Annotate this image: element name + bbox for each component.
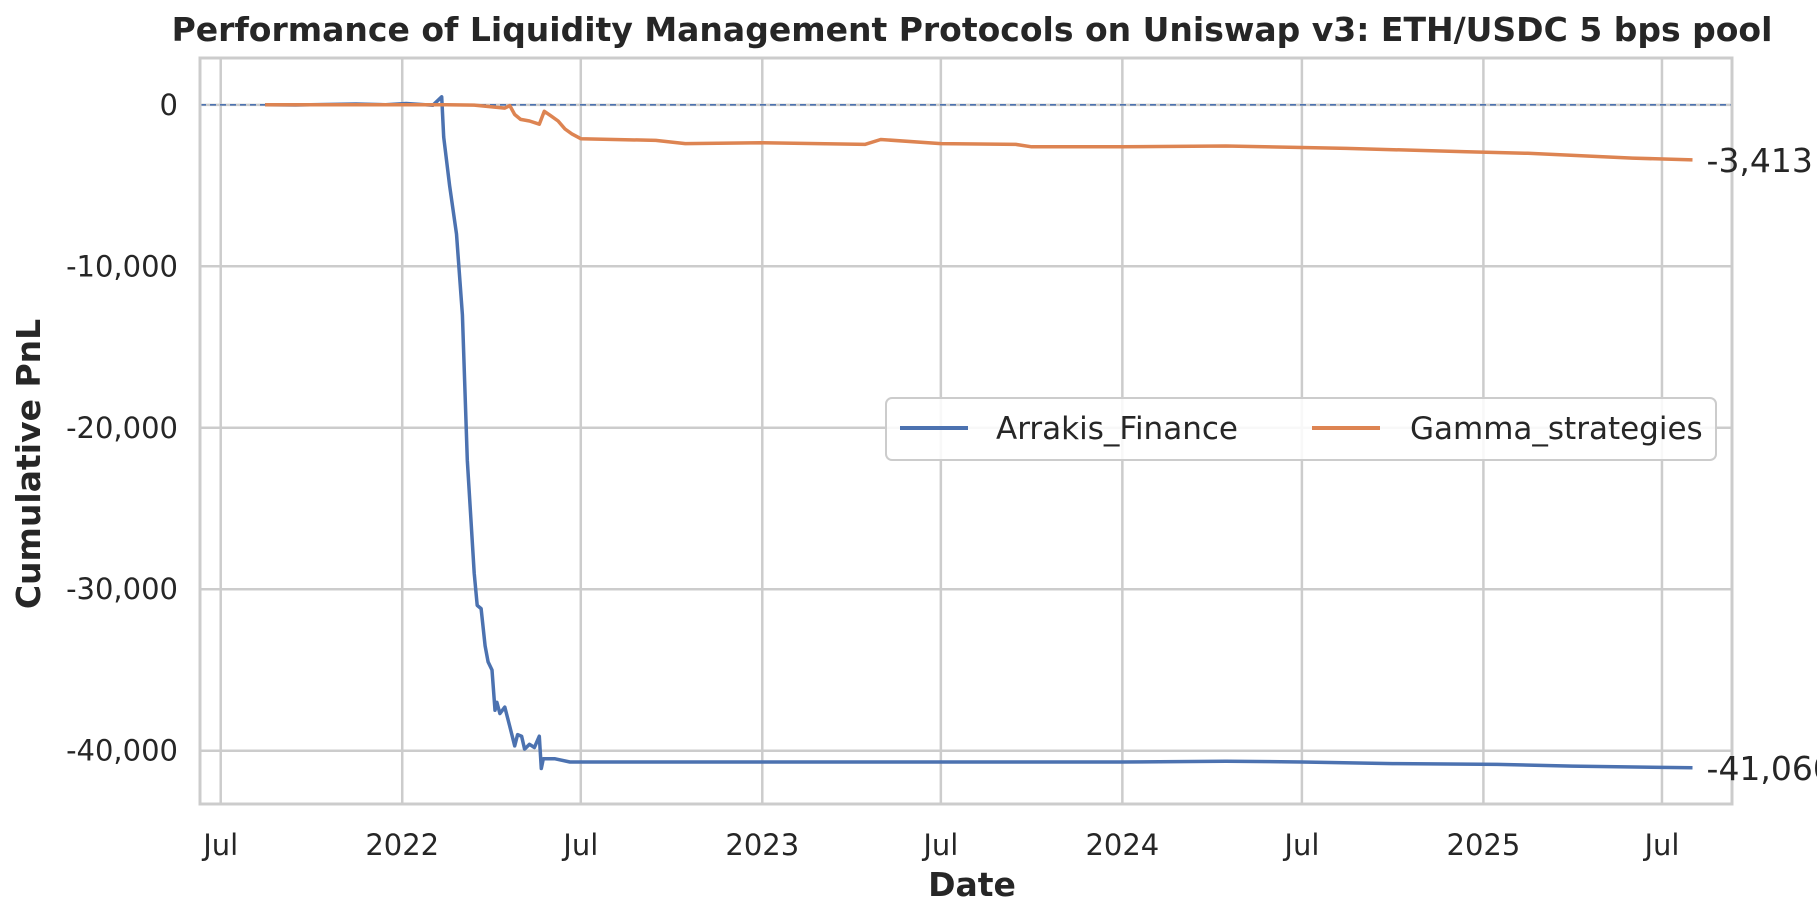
x-tick-label: Jul xyxy=(561,828,598,862)
x-tick-label: 2023 xyxy=(725,828,799,862)
x-axis-label: Date xyxy=(928,865,1016,904)
y-axis-ticks: 0 -10,000 -20,000 -30,000 -40,000 xyxy=(66,88,178,768)
y-tick-label: -20,000 xyxy=(66,411,178,445)
legend-box xyxy=(885,397,1717,461)
legend: Arrakis_Finance Gamma_strategies xyxy=(885,397,1717,461)
y-axis-label: Cumulative PnL xyxy=(9,319,48,609)
x-tick-label: Jul xyxy=(921,828,958,862)
y-tick-label: -10,000 xyxy=(66,249,178,283)
end-label-gamma-strategies: -3,413 xyxy=(1707,141,1813,180)
y-tick-label: -40,000 xyxy=(66,734,178,768)
x-tick-label: 2022 xyxy=(365,828,439,862)
x-tick-label: Jul xyxy=(1282,828,1319,862)
x-tick-label: 2025 xyxy=(1447,828,1521,862)
legend-label-gamma-strategies: Gamma_strategies xyxy=(1410,411,1703,447)
x-tick-label: Jul xyxy=(201,828,238,862)
plot-frame xyxy=(198,56,1734,806)
legend-label-arrakis-finance: Arrakis_Finance xyxy=(996,411,1238,447)
x-tick-label: 2024 xyxy=(1085,828,1159,862)
y-tick-label: -30,000 xyxy=(66,572,178,606)
chart-title: Performance of Liquidity Management Prot… xyxy=(172,10,1773,49)
series-lines xyxy=(265,95,1693,771)
end-label-arrakis-finance: -41,060 xyxy=(1707,749,1817,788)
end-labels: -41,060 -3,413 xyxy=(1707,141,1817,788)
series-line-gamma-strategies xyxy=(265,102,1693,162)
series-line-arrakis-finance xyxy=(265,95,1693,771)
y-tick-label: 0 xyxy=(160,88,178,122)
x-tick-label: Jul xyxy=(1642,828,1679,862)
x-axis-ticks: Jul 2022 Jul 2023 Jul 2024 Jul 2025 Jul xyxy=(201,828,1679,862)
